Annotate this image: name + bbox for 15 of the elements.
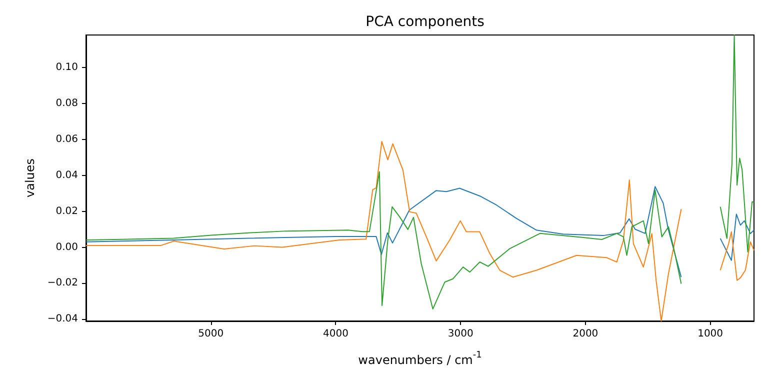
y-tick-label: 0.02 xyxy=(56,206,78,217)
x-tick-label: 3000 xyxy=(448,328,474,340)
y-tick-label: −0.04 xyxy=(47,314,78,325)
y-tick-label: 0.06 xyxy=(56,134,78,145)
y-axis-title: values xyxy=(23,158,37,198)
chart-title: PCA components xyxy=(366,14,484,30)
y-tick-label: 0.04 xyxy=(56,170,78,181)
x-tick-label: 1000 xyxy=(698,328,724,340)
x-tick-label: 4000 xyxy=(322,328,348,340)
y-tick-label: −0.02 xyxy=(47,278,78,289)
y-tick-label: 0.10 xyxy=(56,62,78,73)
y-tick-label: 0.00 xyxy=(56,242,78,253)
x-tick-label: 2000 xyxy=(572,328,598,340)
x-tick-label: 5000 xyxy=(198,328,224,340)
y-tick-label: 0.08 xyxy=(56,98,78,109)
